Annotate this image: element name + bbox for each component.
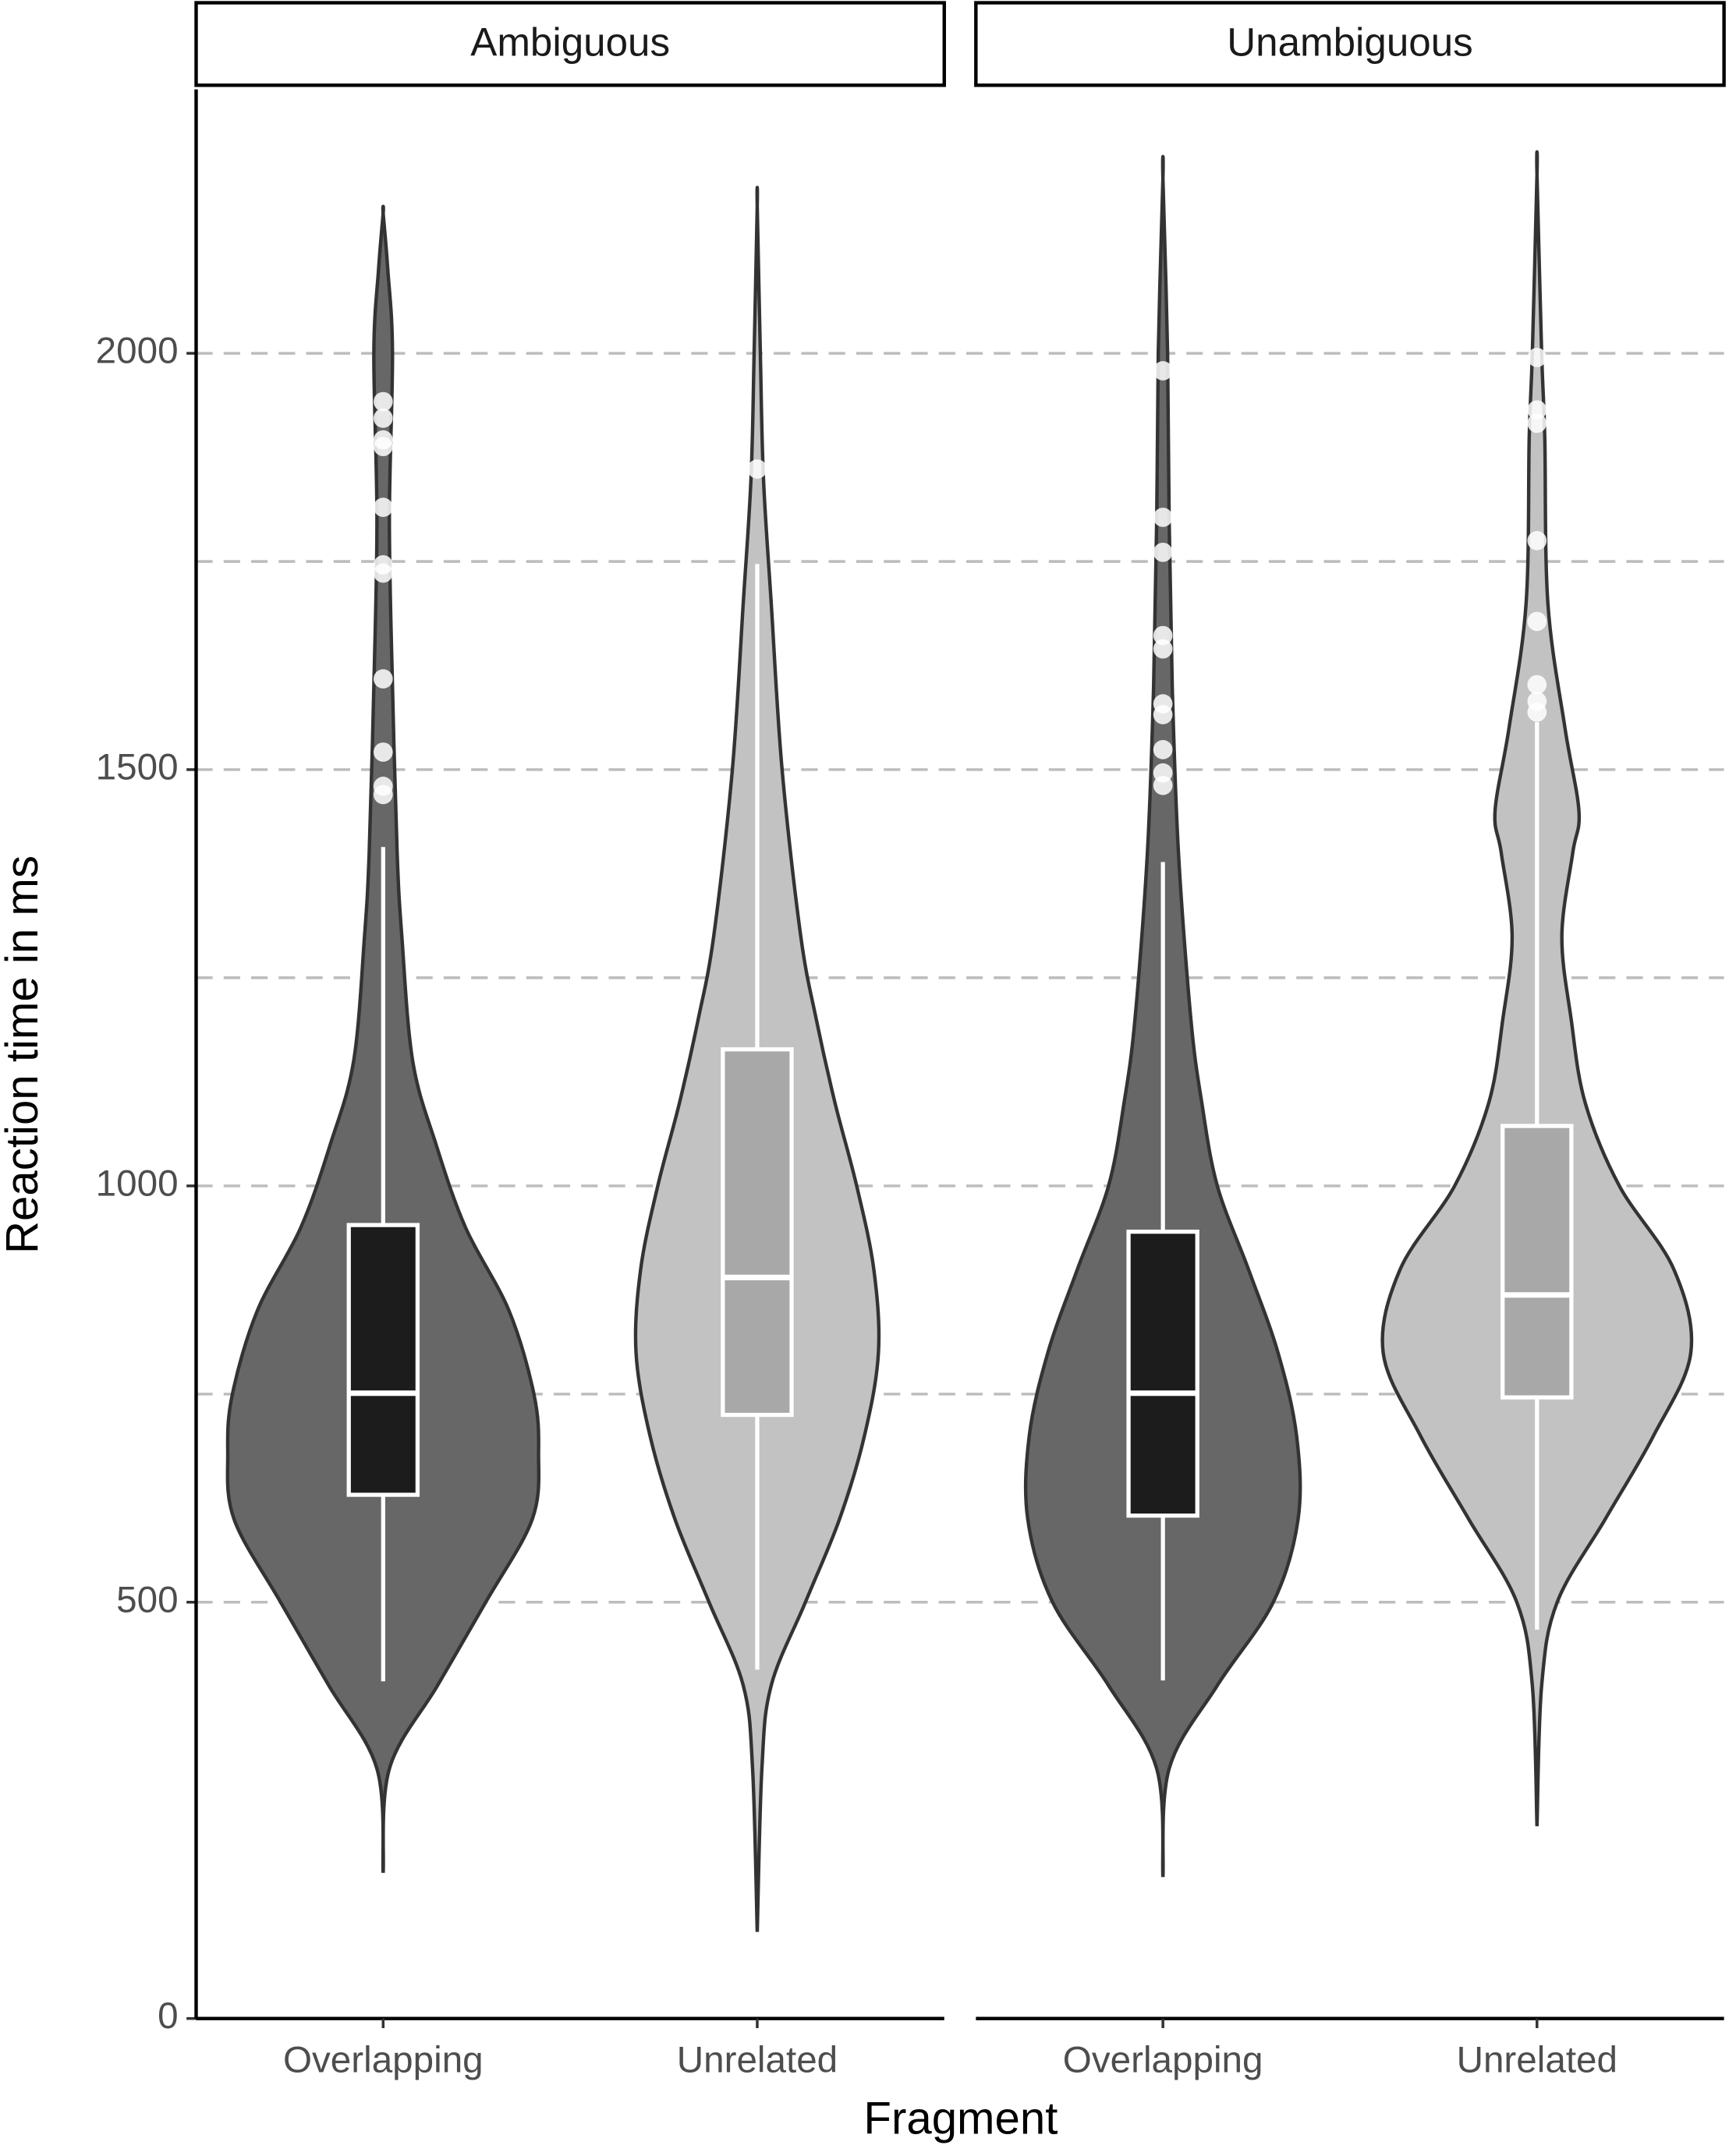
y-tick-label: 0	[158, 1995, 178, 2037]
outlier	[373, 742, 393, 762]
x-tick-label: Unrelated	[1457, 2040, 1617, 2081]
outlier	[1527, 400, 1547, 420]
y-tick-label: 500	[116, 1579, 178, 1620]
box	[1126, 1229, 1199, 1518]
outlier	[1527, 611, 1547, 632]
box	[1500, 1124, 1574, 1400]
outlier	[373, 437, 393, 457]
x-tick-label: Unrelated	[677, 2040, 838, 2081]
outlier	[1153, 639, 1173, 659]
x-tick-label: Overlapping	[1063, 2040, 1263, 2081]
x-tick-label: Overlapping	[283, 2040, 484, 2081]
strip-label: Unambiguous	[1227, 20, 1472, 65]
outlier	[747, 459, 767, 479]
outlier	[1153, 542, 1173, 562]
outlier	[373, 563, 393, 583]
box	[346, 1223, 420, 1497]
outlier	[373, 784, 393, 805]
outlier	[373, 669, 393, 689]
outlier	[1153, 775, 1173, 795]
outlier	[1153, 625, 1173, 646]
outlier	[1527, 531, 1547, 551]
strip-box	[194, 1, 946, 87]
outlier	[1527, 674, 1547, 695]
outlier	[1153, 508, 1173, 527]
outlier	[1527, 413, 1547, 434]
outlier	[1153, 705, 1173, 724]
strip-label: Ambiguous	[470, 20, 670, 65]
y-tick-label: 2000	[96, 331, 179, 372]
strip-box	[974, 1, 1726, 87]
y-axis-title: Reaction time in ms	[0, 855, 48, 1254]
y-tick-label: 1000	[96, 1163, 179, 1204]
outlier	[1527, 702, 1547, 722]
box	[721, 1047, 794, 1418]
outlier	[1153, 361, 1173, 381]
outlier	[1527, 348, 1547, 367]
outlier	[373, 391, 393, 412]
y-tick-label: 1500	[96, 747, 179, 788]
x-axis-title: Fragment	[863, 2093, 1058, 2144]
outlier	[373, 409, 393, 428]
outlier	[1153, 740, 1173, 759]
outlier	[373, 497, 393, 517]
